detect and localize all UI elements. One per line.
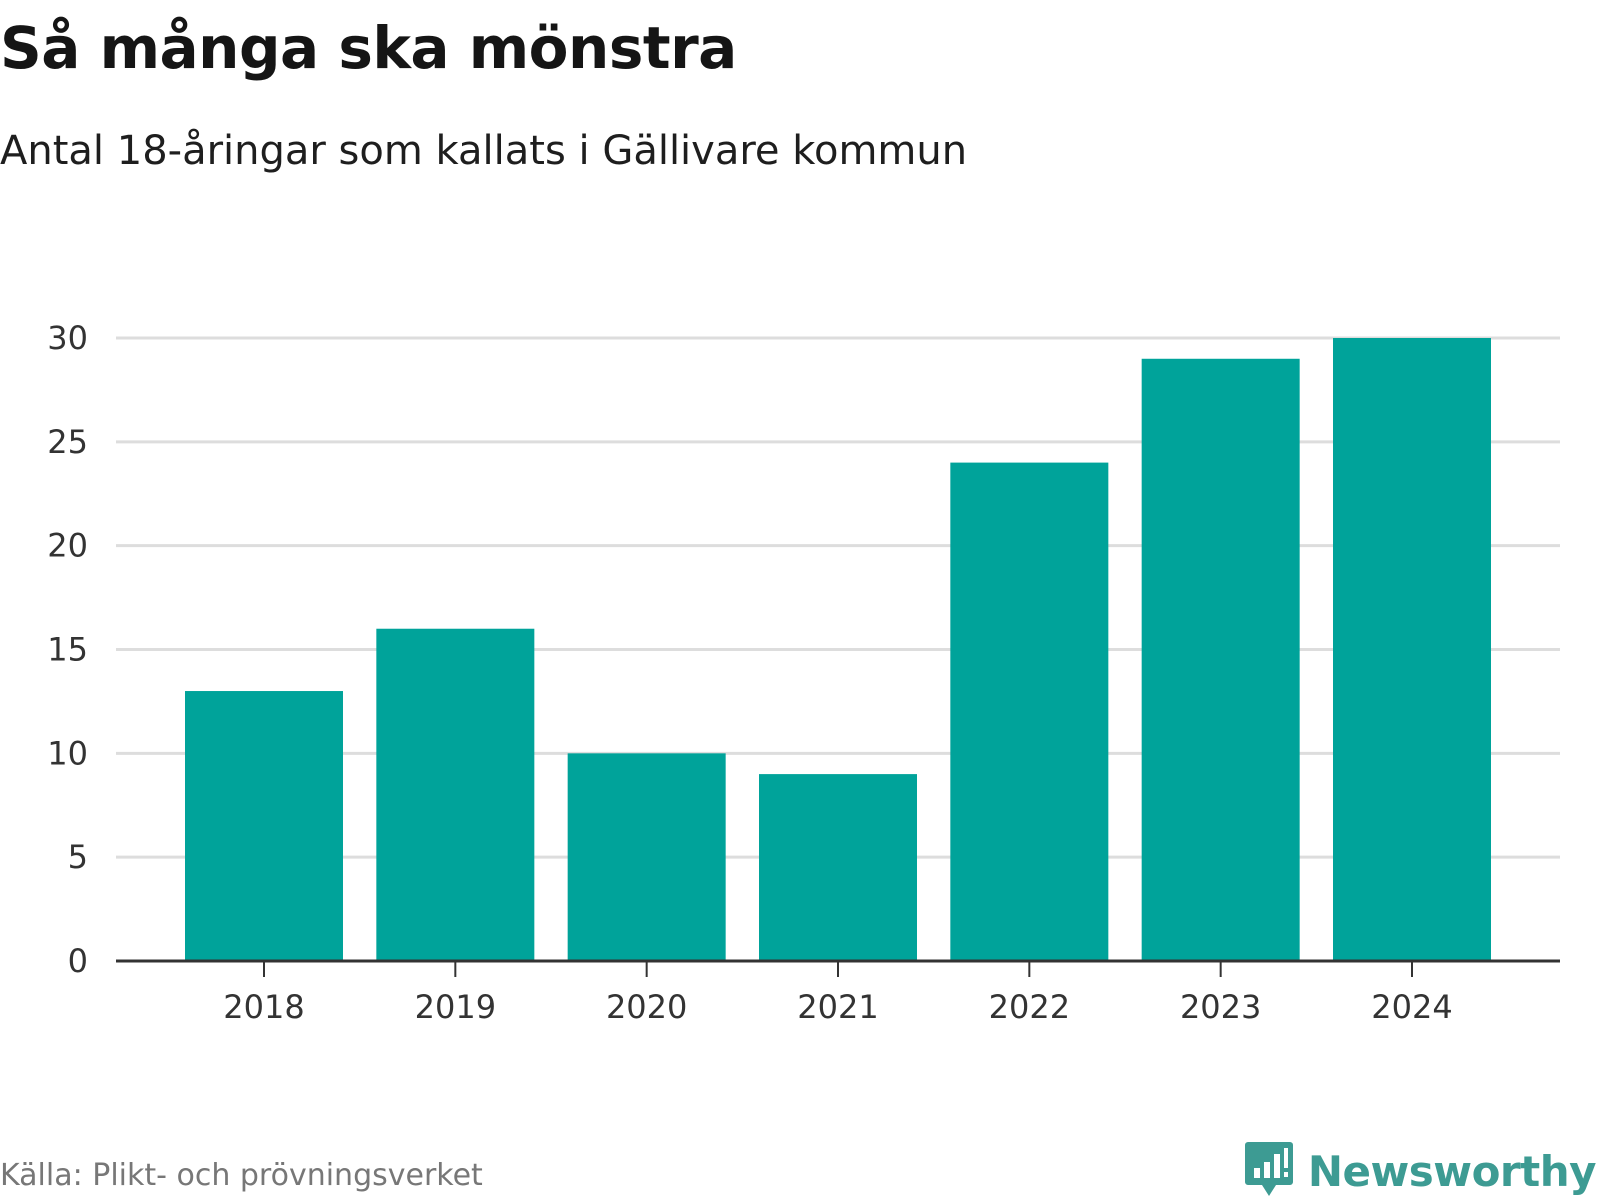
bar-2023 (1141, 358, 1300, 961)
source-note: Källa: Plikt- och prövningsverket (0, 1158, 483, 1193)
brand-logo: Newsworthy (1244, 1140, 1597, 1202)
x-tick-label: 2022 (989, 988, 1070, 1026)
y-tick-label: 20 (47, 527, 88, 565)
y-tick-label: 5 (68, 838, 88, 876)
x-axis-tick-labels: 2018 2019 2020 2021 2022 2023 2024 (223, 988, 1452, 1026)
bar-2019 (376, 628, 535, 961)
y-tick-label: 0 (68, 942, 88, 980)
y-tick-label: 30 (47, 319, 88, 357)
brand-name: Newsworthy (1307, 1146, 1597, 1196)
y-tick-label: 15 (47, 631, 88, 669)
bar-2022 (950, 462, 1109, 961)
y-axis-tick-labels: 0 5 10 15 20 25 30 (47, 319, 88, 980)
x-tick-label: 2019 (415, 988, 496, 1026)
x-axis (116, 959, 1560, 977)
bars (185, 338, 1491, 961)
x-tick-label: 2018 (223, 988, 304, 1026)
y-tick-label: 10 (47, 734, 88, 772)
bar-2021 (759, 774, 917, 961)
bar-chart: 0 5 10 15 20 25 30 2018 2019 2020 2021 2022 2023 202… (47, 319, 1560, 1026)
x-tick-label: 2020 (606, 988, 687, 1026)
bar-2018 (185, 691, 343, 961)
x-tick-label: 2023 (1180, 988, 1261, 1026)
chart-subtitle: Antal 18-åringar som kallats i Gällivare… (0, 128, 968, 174)
chart-title: Så många ska mönstra (0, 14, 737, 82)
y-tick-label: 25 (47, 423, 88, 461)
bar-chart-speech-bubble-icon (1244, 1140, 1294, 1202)
bar-2024 (1333, 338, 1491, 961)
bar-2020 (567, 753, 726, 961)
x-tick-label: 2024 (1371, 988, 1452, 1026)
x-tick-label: 2021 (797, 988, 878, 1026)
